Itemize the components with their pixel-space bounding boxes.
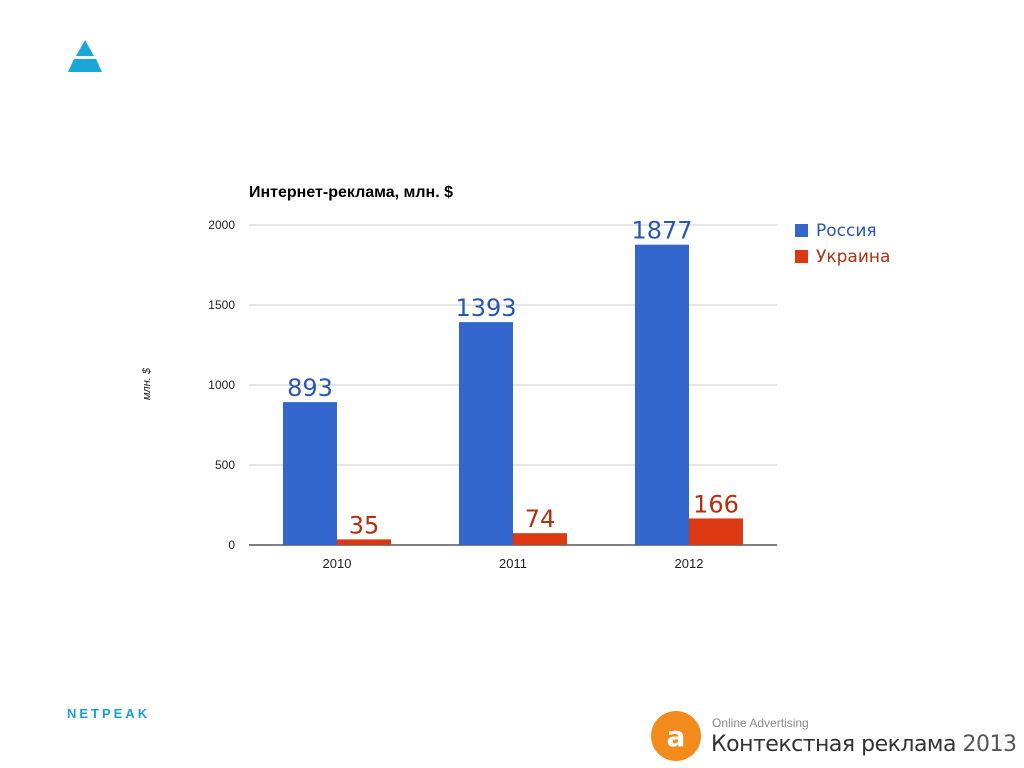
svg-text:a: a [667, 720, 686, 753]
chart: Интернет-реклама, млн. $ млн. $ 0 500 1000… [141, 184, 890, 571]
bar [459, 322, 513, 545]
y-tick-label: 1000 [208, 378, 235, 392]
legend: Россия Украина [795, 221, 890, 267]
orange-a-logo-icon: a [651, 711, 701, 761]
event-year: 2013 [962, 732, 1018, 757]
bar [283, 402, 337, 545]
data-label: 74 [525, 505, 556, 533]
event-subtitle: Online Advertising [712, 716, 809, 730]
x-tick-label: 2012 [675, 556, 704, 571]
event-title: Контекстная реклама 2013 [711, 732, 1017, 757]
data-label: 35 [349, 511, 380, 539]
y-tick-label: 500 [215, 458, 235, 472]
legend-swatch [795, 250, 808, 263]
bar [337, 539, 391, 545]
labels-layer: 893 35 2010 1393 74 2011 1877 166 2012 [287, 217, 739, 571]
y-tick-label: 1500 [208, 298, 235, 312]
data-label: 1877 [631, 217, 692, 245]
y-tick-label: 0 [228, 538, 235, 552]
legend-label: Украина [816, 247, 890, 267]
bar [689, 518, 743, 545]
data-label: 893 [287, 374, 333, 402]
legend-label: Россия [816, 221, 877, 241]
bar [635, 244, 689, 545]
event-title-text: Контекстная реклама [711, 732, 957, 757]
chart-title: Интернет-реклама, млн. $ [249, 184, 453, 201]
x-tick-label: 2010 [323, 556, 352, 571]
x-tick-label: 2011 [499, 556, 527, 571]
data-label: 1393 [455, 294, 516, 322]
y-axis-label: млн. $ [141, 367, 153, 400]
legend-swatch [795, 224, 808, 237]
bars-layer [283, 244, 743, 545]
netpeak-brand: NETPEAK [67, 706, 151, 721]
y-tick-label: 2000 [208, 218, 235, 232]
bar [513, 533, 567, 545]
triangle-logo-icon [68, 40, 102, 72]
data-label: 166 [693, 490, 739, 518]
